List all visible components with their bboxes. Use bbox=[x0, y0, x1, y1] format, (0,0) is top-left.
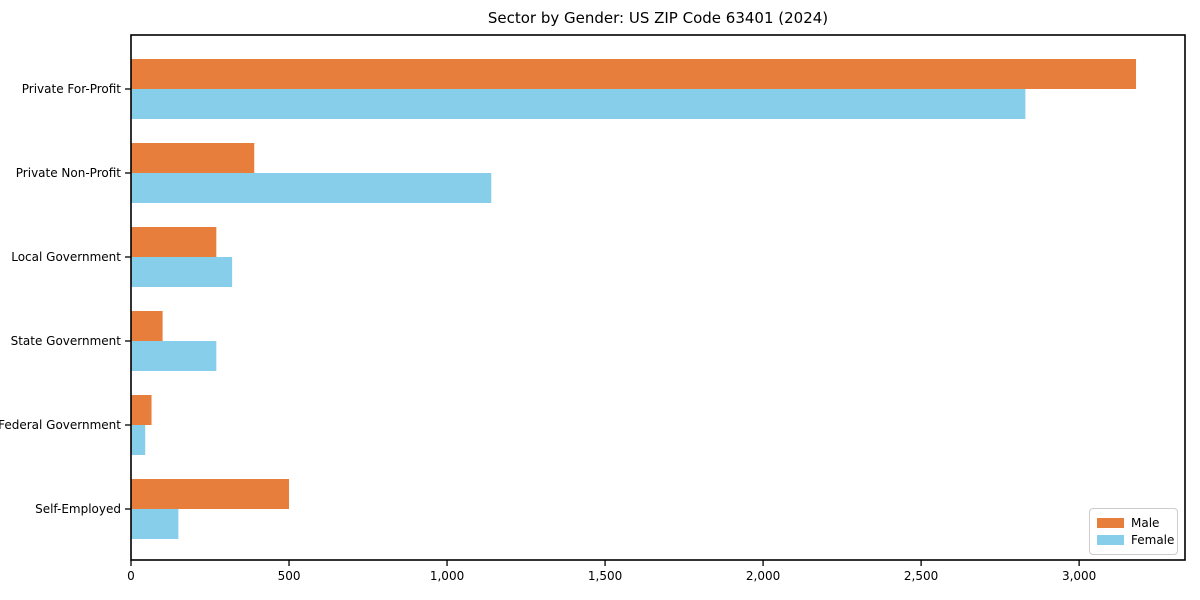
bar-male-4 bbox=[131, 395, 152, 425]
bar-female-3 bbox=[131, 341, 217, 371]
bar-male-5 bbox=[131, 479, 290, 509]
x-tick-label: 0 bbox=[127, 569, 135, 583]
bar-male-2 bbox=[131, 227, 217, 257]
y-category-label: Private Non-Profit bbox=[16, 166, 122, 180]
y-category-label: Federal Government bbox=[0, 418, 121, 432]
bar-female-2 bbox=[131, 257, 233, 287]
x-tick-label: 3,000 bbox=[1062, 569, 1096, 583]
y-category-label: Local Government bbox=[11, 250, 121, 264]
legend-swatch-female bbox=[1097, 535, 1124, 545]
y-category-label: State Government bbox=[11, 334, 122, 348]
x-tick-label: 1,000 bbox=[430, 569, 464, 583]
bar-female-0 bbox=[131, 89, 1026, 119]
y-category-label: Private For-Profit bbox=[22, 82, 122, 96]
bar-female-5 bbox=[131, 509, 179, 539]
legend: Male Female bbox=[1089, 508, 1178, 555]
axes-frame bbox=[130, 34, 1186, 561]
bar-female-1 bbox=[131, 173, 492, 203]
legend-label-male: Male bbox=[1131, 516, 1160, 530]
legend-item-female: Female bbox=[1097, 534, 1174, 546]
legend-swatch-male bbox=[1097, 518, 1124, 528]
bar-male-3 bbox=[131, 311, 163, 341]
legend-label-female: Female bbox=[1131, 533, 1175, 547]
x-tick-label: 500 bbox=[278, 569, 301, 583]
bar-male-1 bbox=[131, 143, 255, 173]
bar-female-4 bbox=[131, 425, 146, 455]
bar-male-0 bbox=[131, 59, 1137, 89]
plot-area bbox=[131, 35, 1185, 560]
legend-item-male: Male bbox=[1097, 517, 1170, 529]
x-tick-label: 2,500 bbox=[904, 569, 938, 583]
chart-title: Sector by Gender: US ZIP Code 63401 (202… bbox=[487, 9, 829, 27]
x-tick-label: 2,000 bbox=[746, 569, 780, 583]
y-category-label: Self-Employed bbox=[35, 502, 121, 516]
x-tick-label: 1,500 bbox=[588, 569, 622, 583]
